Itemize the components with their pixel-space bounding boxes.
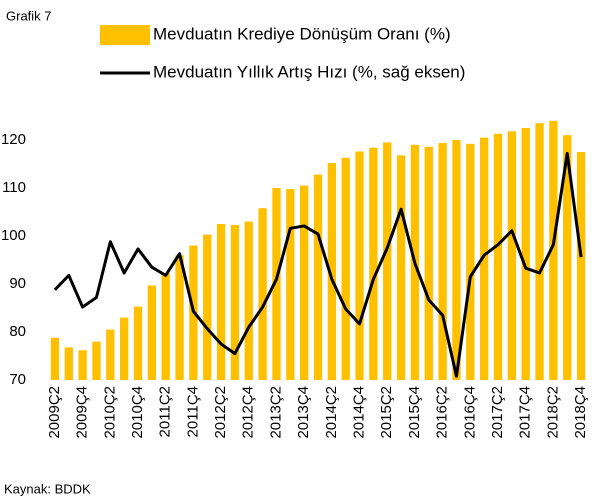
bar [355,151,364,380]
x-tick-label: 2017Ç2 [489,386,506,439]
bar [286,188,295,380]
x-tick-label: 2009Ç4 [74,386,91,439]
bar [161,272,170,380]
x-tick-label: 2011Ç2 [157,386,174,437]
bar [466,143,475,380]
line [53,151,583,378]
x-tick-label: 2013Ç2 [267,386,284,439]
bar [258,208,267,380]
bar [341,157,350,380]
x-tick-label: 2011Ç4 [184,386,201,437]
chart-title: Grafik 7 [6,8,52,23]
bar [313,174,323,380]
bar [369,147,378,380]
bar [576,152,586,380]
bar [300,185,309,380]
bar [147,285,156,380]
y-tick-label: 100 [1,227,26,244]
bar [120,317,129,380]
bar [216,224,226,380]
bar [175,255,184,380]
x-tick-label: 2010Ç2 [101,386,118,439]
bar [64,347,73,380]
bar [106,329,115,380]
bar [244,221,253,380]
bar [396,155,406,380]
bar [438,142,447,380]
bar [535,123,544,380]
bar [327,163,336,380]
bar [507,131,516,380]
bar [230,224,240,380]
bar [272,188,281,380]
bar [563,135,572,380]
x-tick-label: 2016Ç2 [434,386,451,439]
x-tick-label: 2014Ç4 [351,386,368,439]
x-tick-label: 2014Ç2 [323,386,340,439]
x-tick-label: 2013Ç4 [295,386,312,439]
legend: Mevduatın Krediye Dönüşüm Oranı (%) Mevdu… [100,24,465,81]
bar [50,337,60,380]
x-tick-label: 2016Ç4 [461,386,478,439]
bar [493,133,503,380]
x-tick-label: 2015Ç4 [406,386,423,439]
x-tick-label: 2018Ç2 [544,386,561,439]
bar [92,341,101,380]
y-tick-label: 80 [9,323,26,340]
bar [133,306,143,380]
legend-label: Mevduatın Yıllık Artış Hızı (%, sağ ekse… [153,62,465,81]
bar [203,234,212,380]
y-tick-label: 120 [1,131,26,148]
y-tick-label: 90 [9,275,26,292]
bar [424,146,433,380]
bar [521,128,530,380]
bar [452,140,461,380]
x-tick-label: 2017Ç4 [517,386,534,439]
legend-label: Mevduatın Krediye Dönüşüm Oranı (%) [153,24,451,43]
source-note: Kaynak: BDDK [4,481,91,496]
bar [383,142,392,380]
x-tick-label: 2012Ç4 [240,386,257,439]
legend-swatch [100,25,150,45]
x-tick-label: 2012Ç2 [212,386,229,439]
bar [549,120,558,381]
bar [480,137,489,380]
y-tick-label: 110 [2,179,26,196]
x-tick-label: 2018Ç4 [572,386,589,439]
x-tick-label: 2010Ç4 [129,386,146,439]
x-tick-label: 2015Ç2 [378,386,395,439]
x-tick-label: 2009Ç2 [46,386,63,439]
bar [78,350,87,380]
y-tick-label: 70 [9,371,26,388]
